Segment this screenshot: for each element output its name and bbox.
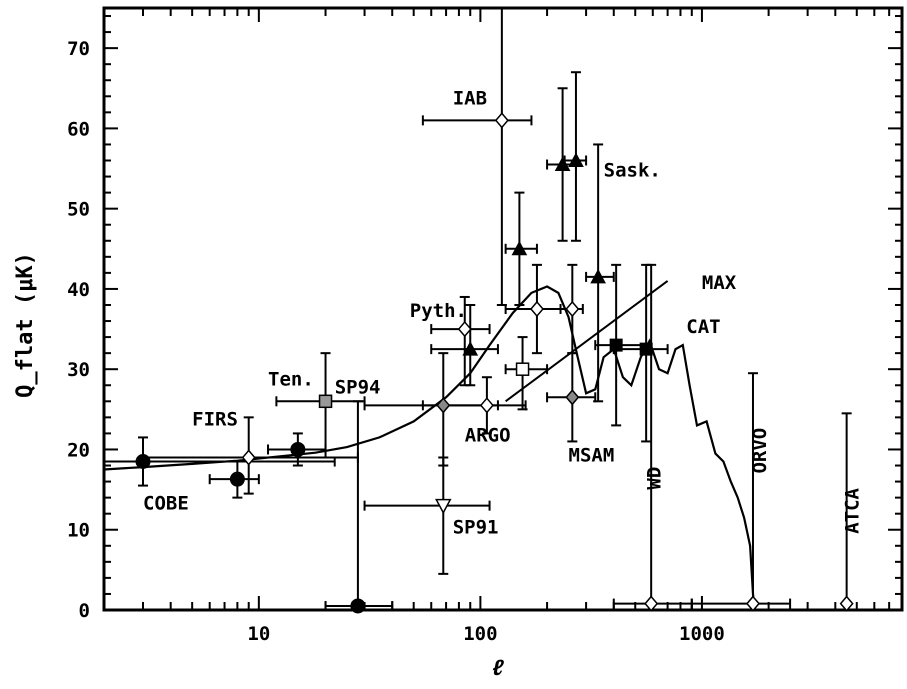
data-markers — [135, 112, 854, 614]
data-point — [229, 471, 245, 487]
y-tick-label: 40 — [67, 279, 90, 301]
data-point — [135, 454, 151, 470]
y-tick-labels: 0 10 20 30 40 50 60 70 — [67, 38, 90, 622]
data-point — [639, 342, 653, 356]
y-tick-label: 50 — [67, 199, 90, 221]
data-point — [554, 156, 571, 172]
annotation-label: MAX — [702, 272, 737, 294]
data-point — [565, 300, 580, 318]
data-point — [515, 362, 530, 376]
annotation-label: WD — [643, 467, 665, 490]
data-point — [644, 595, 659, 612]
data-point — [290, 441, 306, 457]
y-axis-label: Q_flat (μK) — [13, 252, 38, 398]
annotation-label: CAT — [686, 316, 720, 338]
data-point — [590, 268, 606, 284]
annotation-label: Pyth. — [410, 300, 467, 322]
model-curve-layer — [103, 280, 756, 607]
x-tick-label: 10 — [247, 623, 270, 645]
annotation-label: SP91 — [453, 517, 499, 539]
data-point — [435, 498, 452, 515]
y-tick-label: 10 — [67, 520, 90, 542]
annotation-label: MSAM — [569, 445, 615, 467]
data-point — [511, 240, 528, 256]
data-point — [436, 397, 451, 414]
annotation-label: ORVO — [749, 428, 771, 474]
data-point — [565, 389, 580, 406]
y-tick-label: 70 — [67, 38, 90, 60]
max-line — [505, 280, 669, 403]
data-point — [457, 320, 472, 338]
annotation-label: COBE — [143, 493, 189, 515]
axis-ticks — [103, 8, 903, 611]
x-axis-label: ℓ — [491, 656, 504, 681]
x-tick-label: 1000 — [679, 623, 725, 645]
data-point — [568, 152, 584, 168]
annotations: IAB Sask. MAX CAT Pyth. Ten. SP94 FIRS ARGO MSAM C… — [143, 87, 864, 538]
annotation-label: ATCA — [842, 487, 864, 533]
annotation-label: SP94 — [335, 376, 381, 398]
data-point — [479, 397, 494, 414]
data-point — [839, 595, 854, 612]
annotation-label: FIRS — [192, 408, 238, 430]
data-point — [350, 598, 366, 614]
model-curve — [103, 285, 756, 607]
y-tick-label: 0 — [79, 600, 90, 622]
x-tick-labels: 10 100 1000 — [247, 623, 724, 645]
y-tick-label: 60 — [67, 118, 90, 140]
data-point — [318, 394, 333, 409]
annotation-label: Sask. — [604, 160, 661, 182]
x-tick-label: 100 — [463, 623, 497, 645]
data-point — [745, 595, 760, 612]
y-tick-label: 20 — [67, 439, 90, 461]
data-point — [494, 112, 509, 129]
data-point — [462, 341, 479, 356]
plot-frame — [102, 6, 904, 612]
data-point — [529, 300, 544, 318]
y-tick-label: 30 — [67, 359, 90, 381]
annotation-label: ARGO — [465, 424, 511, 446]
data-point — [241, 449, 256, 466]
annotation-label: Ten. — [268, 368, 314, 390]
annotation-label: IAB — [453, 87, 487, 109]
data-point — [609, 338, 623, 352]
